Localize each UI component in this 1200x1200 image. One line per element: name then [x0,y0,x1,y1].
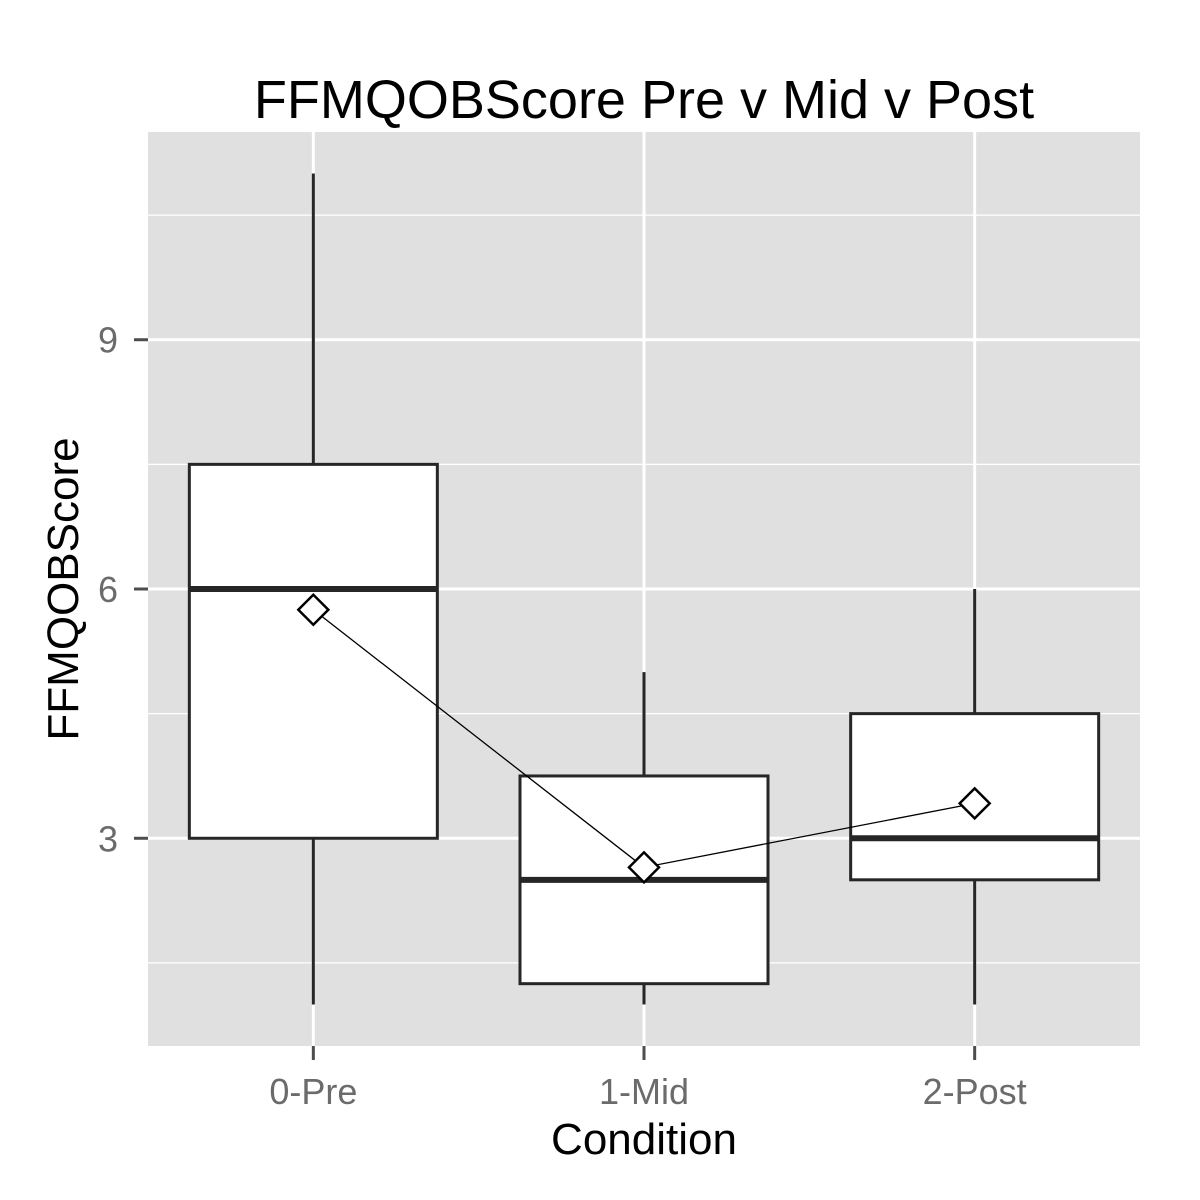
mean-marker [296,593,331,627]
x-tick-label: 0-Pre [269,1071,357,1112]
y-tick-label: 6 [98,569,118,610]
x-tick-label: 2-Post [923,1071,1027,1112]
box [187,462,439,840]
y-axis-title: FFMQOBScore [39,437,88,740]
mean-layer [296,593,992,885]
chart-title: FFMQOBScore Pre v Mid v Post [254,70,1034,130]
x-axis-title: Condition [551,1115,737,1164]
x-tick-label: 1-Mid [599,1071,689,1112]
y-tick-label: 9 [98,320,118,361]
axes: 3 6 9 0-Pre 1-Mid 2-Post [98,320,1027,1112]
y-tick-label: 3 [98,818,118,859]
mean-marker [627,850,661,885]
box-layer [187,173,1101,1005]
mean-marker [957,786,992,821]
